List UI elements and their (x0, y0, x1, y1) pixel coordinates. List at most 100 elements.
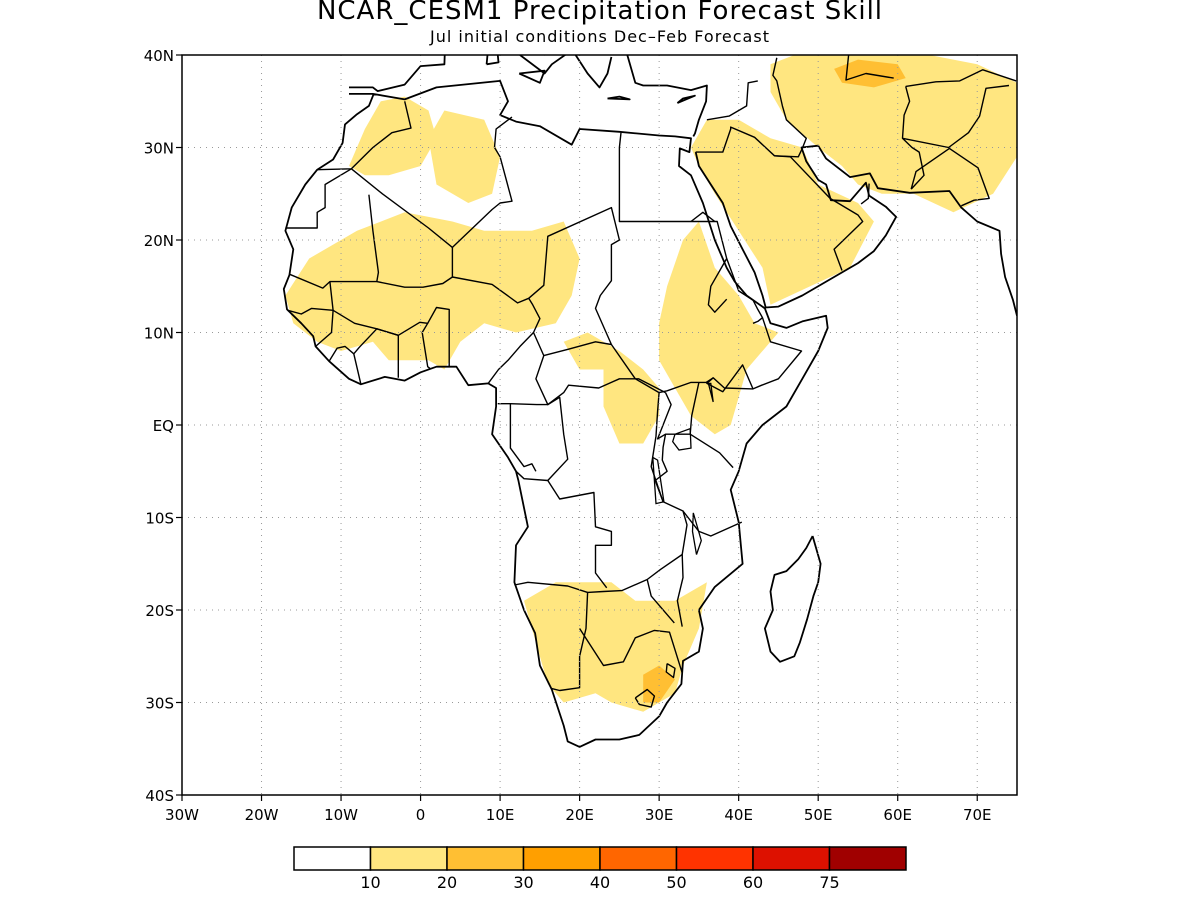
country-border (353, 328, 399, 385)
lat-tick-label: 20N (144, 232, 174, 250)
latitude-axis: 40N 30N 20N 10N EQ 10S 20S 30S 40S (144, 47, 182, 805)
colorbar-label: 75 (819, 873, 839, 892)
country-border (350, 116, 513, 249)
lake-outline (652, 456, 665, 505)
skill-region-iran-afghanistan (770, 55, 1017, 213)
country-border (287, 307, 334, 347)
skill-region-ethiopia-horn (659, 221, 779, 435)
lake-outline (691, 512, 702, 555)
colorbar-swatch (752, 846, 831, 871)
country-border (689, 433, 734, 469)
skill-region-morocco-algeria (349, 96, 437, 176)
country-border (682, 510, 743, 537)
skill-region-west-sahel (285, 212, 580, 370)
country-border (497, 396, 569, 481)
coastline-crete (607, 95, 631, 101)
coastline-sicily (518, 69, 546, 84)
country-border (646, 579, 675, 624)
lon-tick-label: 20E (565, 806, 594, 824)
country-border (695, 126, 803, 158)
colorbar-swatch (446, 846, 525, 871)
colorbar-label: 50 (666, 873, 686, 892)
colorbar-swatch (522, 846, 601, 871)
lon-tick-label: 0 (416, 806, 426, 824)
colorbar-label: 60 (743, 873, 763, 892)
chart-subtitle: Jul initial conditions Dec–Feb Forecast (430, 27, 770, 46)
country-border (654, 434, 668, 503)
country-border (515, 470, 613, 589)
colorbar-label: 30 (513, 873, 533, 892)
country-border (376, 247, 454, 288)
lon-tick-label: 10E (486, 806, 515, 824)
colorbar-label: 20 (437, 873, 457, 892)
colorbar-swatch (369, 846, 448, 871)
skill-region-southern-africa (524, 582, 707, 712)
country-border (905, 69, 1017, 88)
coastlines (282, 55, 1017, 748)
lake-outline (707, 382, 714, 403)
country-border (902, 84, 1010, 149)
coastline-sardinia (485, 55, 500, 66)
country-border (860, 183, 870, 205)
country-border (706, 364, 754, 393)
lat-tick-label: 10S (145, 510, 174, 528)
country-border (317, 101, 412, 171)
country-border (665, 662, 676, 679)
skill-shading (285, 55, 1017, 712)
colorbar-swatch (599, 846, 678, 871)
lon-tick-label: 30E (645, 806, 674, 824)
lat-tick-label: 40S (145, 787, 174, 805)
country-border (706, 80, 758, 121)
lat-tick-label: 30S (145, 695, 174, 713)
country-border (509, 403, 537, 472)
country-border (535, 341, 666, 406)
lon-tick-label: 30W (165, 806, 199, 824)
coastline-greece (574, 55, 613, 89)
colorbar-swatch (293, 846, 372, 871)
country-border (752, 317, 763, 324)
coastline-mediterranean-north (349, 55, 446, 92)
colorbar-swatch (675, 846, 754, 871)
coastline-med-east (626, 55, 708, 137)
lon-tick-label: 20W (245, 806, 279, 824)
country-border (910, 147, 990, 207)
country-border (845, 55, 894, 81)
lat-tick-label: EQ (153, 417, 174, 435)
lon-tick-label: 60E (883, 806, 912, 824)
coastline-italy-greece (519, 55, 567, 75)
country-border (528, 297, 545, 356)
longitude-axis: 30W 20W 10W 0 10E 20E 30E 40E 50E 60E 70E (165, 795, 992, 824)
colorbar: 10 20 30 40 50 60 75 (293, 846, 907, 892)
colorbar-label: 10 (360, 873, 380, 892)
coastline-madagascar (764, 535, 822, 663)
skill-region-central-sahara (428, 110, 501, 203)
coastline-cyprus (676, 94, 696, 104)
colorbar-swatch (828, 846, 907, 871)
country-border (397, 306, 450, 378)
country-border (579, 628, 683, 674)
country-border (634, 688, 656, 708)
country-border (772, 57, 807, 149)
lat-tick-label: 30N (144, 140, 174, 158)
lon-tick-label: 50E (804, 806, 833, 824)
lake-outline (671, 427, 692, 451)
lat-tick-label: 40N (144, 47, 174, 65)
coastline-africa-coast (282, 80, 829, 748)
country-border (690, 211, 716, 223)
chart-title: NCAR_CESM1 Precipitation Forecast Skill (316, 0, 884, 26)
country-border (901, 86, 925, 190)
skill-region-central-africa (563, 332, 660, 444)
lat-tick-label: 20S (145, 602, 174, 620)
lat-tick-label: 10N (144, 325, 174, 343)
country-border (707, 258, 728, 313)
country-border (328, 345, 355, 362)
country-border (514, 581, 588, 594)
country-border (774, 155, 864, 271)
lon-tick-label: 70E (963, 806, 992, 824)
lon-tick-label: 40E (724, 806, 753, 824)
coastline-red-sea-arabia (694, 144, 1017, 317)
country-border (421, 322, 431, 370)
colorbar-label: 40 (590, 873, 610, 892)
country-border (285, 168, 352, 229)
